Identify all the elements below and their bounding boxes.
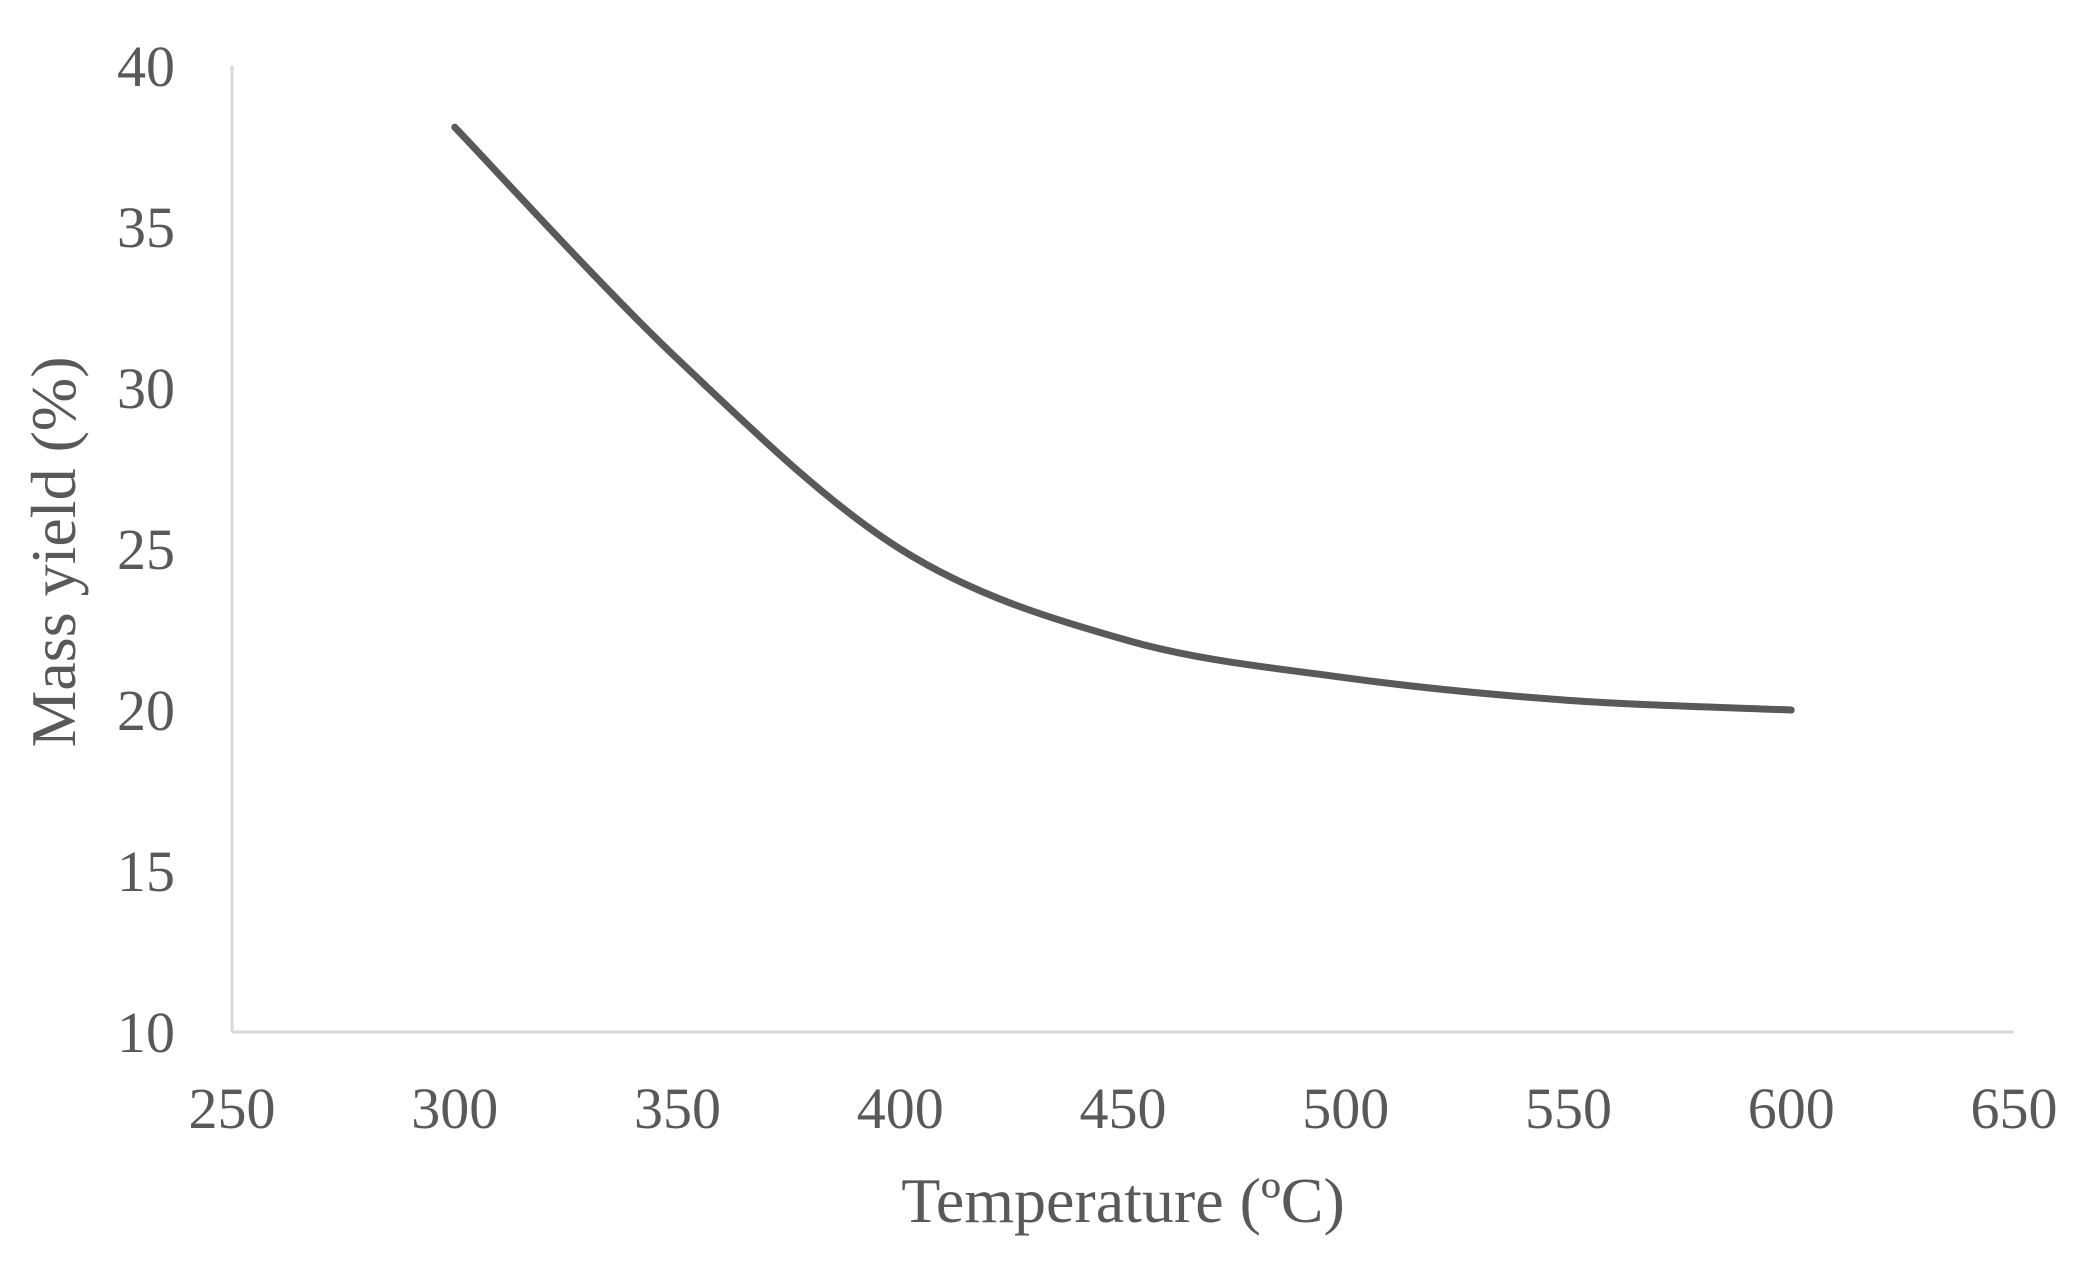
- x-tick-label: 250: [189, 1076, 276, 1141]
- y-tick-label: 20: [117, 678, 175, 743]
- x-tick-label: 350: [634, 1076, 721, 1141]
- x-tick-label: 600: [1748, 1076, 1835, 1141]
- y-tick-label: 35: [117, 195, 175, 260]
- x-tick-label: 650: [1971, 1076, 2058, 1141]
- x-tick-label: 300: [411, 1076, 498, 1141]
- series-layer: [451, 123, 1795, 714]
- y-tick-label: 25: [117, 517, 175, 582]
- y-tick-label: 10: [117, 1000, 175, 1065]
- series-line-0: [451, 123, 1795, 714]
- y-axis-title: Mass yield (%): [18, 356, 89, 747]
- y-tick-label: 30: [117, 356, 175, 421]
- x-tick-label: 400: [857, 1076, 944, 1141]
- y-tick-label: 40: [117, 34, 175, 99]
- x-tick-label: 500: [1302, 1076, 1389, 1141]
- axes: [230, 66, 2014, 1034]
- y-tick-labels: 10 15 20 25 30 35 40: [117, 34, 175, 1065]
- x-tick-label: 550: [1525, 1076, 1612, 1141]
- y-tick-label: 15: [117, 839, 175, 904]
- x-tick-labels: 250 300 350 400 450 500 550 600 650: [189, 1076, 2058, 1141]
- x-tick-label: 450: [1080, 1076, 1167, 1141]
- x-axis-title: Temperature (ºC): [901, 1165, 1345, 1236]
